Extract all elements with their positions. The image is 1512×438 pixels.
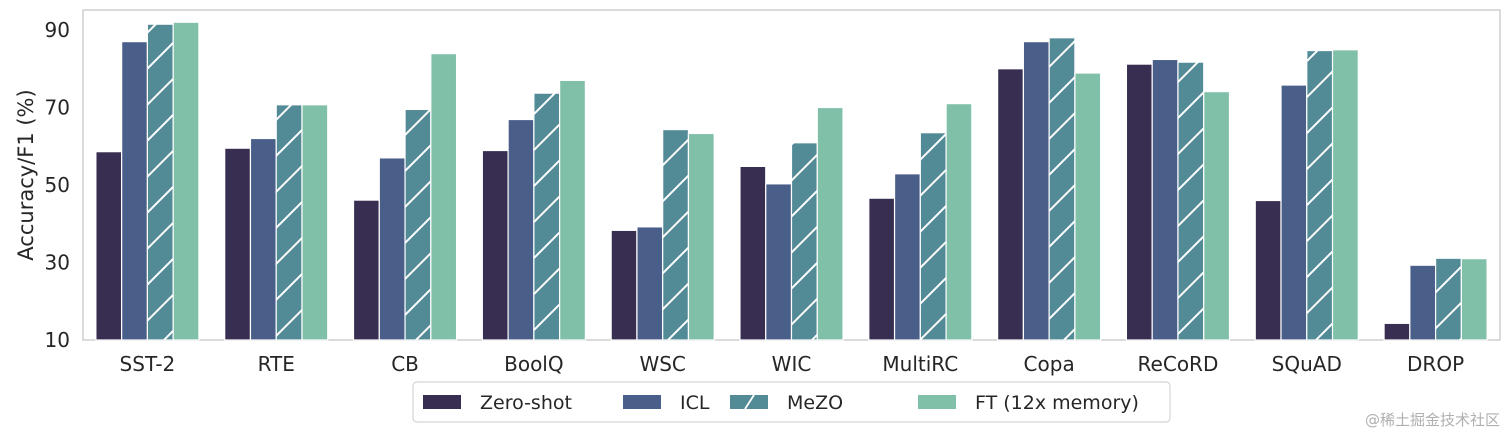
bar-ft-12x-memory--wsc [687,132,715,341]
bar-ft-12x-memory--record [1203,91,1231,341]
x-tick-label: RTE [258,352,295,376]
y-tick-label: 10 [45,328,70,352]
x-tick-label: WSC [639,352,685,376]
x-tick-label: SST-2 [120,352,176,376]
bar-zero-shot-squad [1254,199,1282,341]
bar-hatch [1306,50,1333,340]
bar-hatch [791,142,818,340]
x-tick-label: Copa [1024,352,1075,376]
y-tick-label: 50 [45,173,70,197]
x-tick-label: MultiRC [882,352,958,376]
legend-swatch [423,395,461,409]
x-tick-label: CB [391,352,419,376]
bar-zero-shot-cb [352,199,380,341]
legend-label: FT (12x memory) [975,392,1139,414]
bar-ft-12x-memory--boolq [559,79,586,341]
bar-icl-boolq [507,118,535,341]
bar-hatch [147,24,174,340]
y-tick-label: 70 [45,96,70,120]
watermark: @稀土掘金技术社区 [1364,411,1500,429]
legend: Zero-shot ICL MeZO FT (12x memory) [412,381,1171,423]
bar-hatch [276,104,302,340]
bar-icl-drop [1409,264,1437,341]
bar-zero-shot-rte [224,147,252,341]
bar-zero-shot-multirc [868,197,896,341]
bar-hatch [920,132,947,340]
x-tick-label: DROP [1407,352,1464,376]
bar-zero-shot-wic [739,165,767,341]
bar-icl-copa [1022,41,1050,341]
bar-zero-shot-copa [997,68,1024,341]
y-tick-label: 90 [45,18,70,42]
bar-ft-12x-memory--wic [816,106,844,341]
bar-icl-wsc [636,226,664,341]
bar-icl-record [1151,58,1179,341]
bar-icl-multirc [893,173,921,341]
bar-ft-12x-memory--sst-2 [172,21,200,341]
bar-hatch [662,129,689,340]
bar-hatch [1049,37,1075,340]
bar-icl-rte [249,137,277,341]
bar-zero-shot-drop [1383,322,1411,341]
legend-label: Zero-shot [480,392,572,414]
bar-icl-squad [1280,84,1308,341]
bar-zero-shot-wsc [610,229,638,341]
bar-ft-12x-memory--drop [1460,258,1488,341]
bar-icl-cb [378,157,406,341]
bar-hatch [405,109,431,340]
bar-hatch [1435,258,1462,340]
bar-hatch [1177,62,1204,340]
bar-icl-wic [765,183,793,341]
x-tick-label: ReCoRD [1138,352,1219,376]
bar-zero-shot-boolq [481,149,509,341]
x-tick-label: WIC [772,352,812,376]
bar-zero-shot-record [1125,63,1153,341]
bar-ft-12x-memory--cb [430,53,458,341]
legend-label: ICL [680,392,710,414]
legend-swatch [918,395,956,409]
x-tick-label: SQuAD [1272,352,1342,376]
legend-hatch [744,394,755,410]
bar-ft-12x-memory--copa [1074,72,1102,341]
bar-hatch [533,93,560,340]
y-tick-label: 30 [45,251,70,275]
legend-label: MeZO [787,392,843,414]
bar-zero-shot-sst-2 [95,151,123,341]
bar-ft-12x-memory--squad [1331,49,1359,341]
y-axis-label: Accuracy/F1 (%) [14,89,38,260]
x-tick-label: BoolQ [504,352,564,376]
bar-icl-sst-2 [121,41,149,341]
legend-swatch [623,395,661,409]
bar-ft-12x-memory--rte [301,104,329,341]
bar-ft-12x-memory--multirc [945,103,973,341]
